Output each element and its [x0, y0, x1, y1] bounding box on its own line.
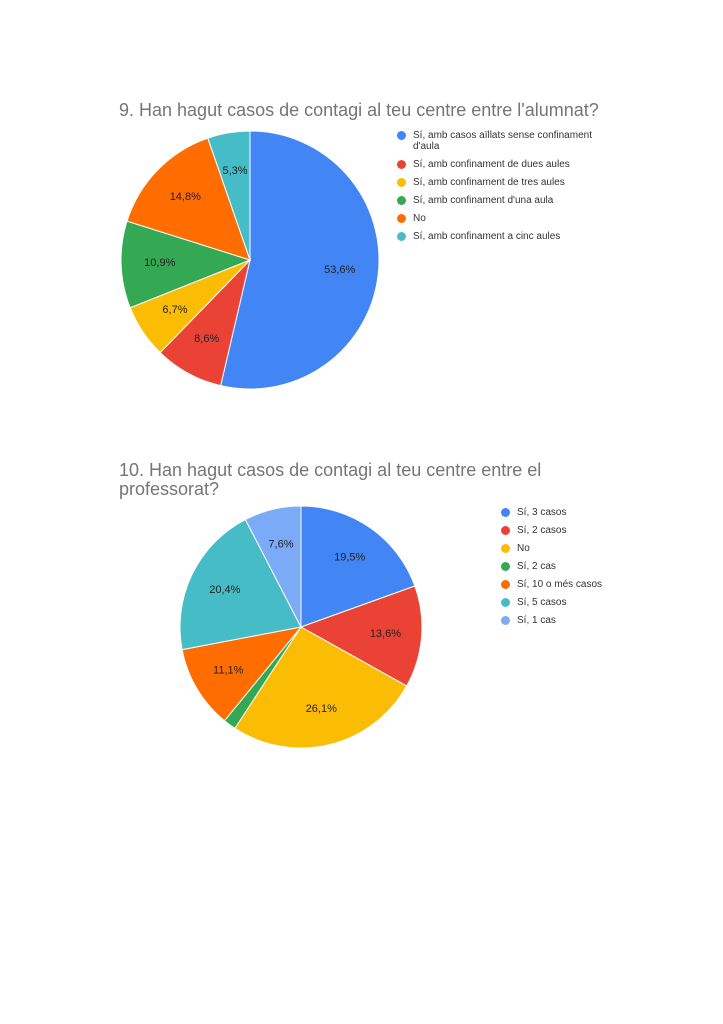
legend-item: Sí, amb confinament de tres aules	[397, 177, 612, 188]
pie-slice	[299, 585, 423, 687]
legend-swatch	[501, 526, 510, 535]
pie-slice	[126, 137, 251, 261]
legend-item: No	[397, 213, 612, 224]
pie-slice	[300, 505, 416, 628]
legend-label: Sí, 2 cas	[517, 561, 556, 572]
chart-title: 9. Han hagut casos de contagi al teu cen…	[119, 100, 599, 120]
slice-label: 20,4%	[209, 584, 240, 596]
legend-swatch	[501, 598, 510, 607]
pie-slice	[220, 130, 380, 390]
chart-alumnat: 9. Han hagut casos de contagi al teu cen…	[0, 95, 723, 405]
pie-slice	[234, 626, 408, 749]
legend-label: Sí, 3 casos	[517, 507, 567, 518]
slice-label: 14,8%	[170, 191, 201, 203]
legend-item: Sí, amb casos aïllats sense confinament …	[397, 130, 612, 152]
legend-item: Sí, 3 casos	[501, 507, 701, 518]
legend-item: Sí, 5 casos	[501, 597, 701, 608]
legend-swatch	[397, 232, 406, 241]
slice-label: 11,1%	[213, 664, 244, 676]
legend-item: Sí, amb confinament a cinc aules	[397, 231, 612, 242]
slice-label: 53,6%	[324, 264, 355, 276]
slice-label: 5,3%	[222, 165, 247, 177]
slice-label: 6,7%	[162, 304, 187, 316]
legend-swatch	[501, 616, 510, 625]
legend-swatch	[397, 160, 406, 169]
legend-swatch	[397, 214, 406, 223]
legend-label: Sí, 2 casos	[517, 525, 567, 536]
legend-label: Sí, amb confinament de tres aules	[413, 177, 565, 188]
pie-slice	[179, 518, 302, 651]
pie-chart: 53,6% 8,6% 6,7% 10,9% 14,8% 5,3%	[120, 130, 380, 390]
legend-item: Sí, 1 cas	[501, 615, 701, 626]
legend-label: No	[517, 543, 530, 554]
legend-label: No	[413, 213, 426, 224]
legend-label: Sí, 5 casos	[517, 597, 567, 608]
legend-swatch	[397, 131, 406, 140]
legend-label: Sí, amb confinament de dues aules	[413, 159, 570, 170]
slice-label: 8,6%	[194, 333, 219, 345]
chart-title: 10. Han hagut casos de contagi al teu ce…	[119, 460, 542, 499]
legend-swatch	[501, 508, 510, 517]
pie-slice	[244, 505, 302, 628]
slice-label: 13,6%	[370, 628, 401, 640]
slice-label: 19,5%	[334, 552, 365, 564]
legend-label: Sí, amb confinament a cinc aules	[413, 231, 561, 242]
legend-item: Sí, amb confinament de dues aules	[397, 159, 612, 170]
legend-item: Sí, 10 o més casos	[501, 579, 701, 590]
pie-slice	[207, 130, 251, 261]
legend-swatch	[501, 544, 510, 553]
legend-swatch	[501, 562, 510, 571]
pie-slice	[120, 220, 252, 309]
chart-professorat: 10. Han hagut casos de contagi al teu ce…	[0, 456, 723, 766]
slice-label: 26,1%	[306, 703, 337, 715]
legend-label: Sí, 1 cas	[517, 615, 556, 626]
legend-label: Sí, amb casos aïllats sense confinament …	[413, 130, 592, 152]
legend-item: Sí, amb confinament d'una aula	[397, 195, 612, 206]
legend-item: Sí, 2 cas	[501, 561, 701, 572]
legend-label: Sí, 10 o més casos	[517, 579, 603, 590]
legend-swatch	[397, 178, 406, 187]
slice-label: 10,9%	[144, 257, 175, 269]
pie-chart: 19,5% 13,6% 26,1% 11,1% 20,4% 7,6%	[179, 505, 423, 749]
legend-label: Sí, amb confinament d'una aula	[413, 195, 554, 206]
legend-item: Sí, 2 casos	[501, 525, 701, 536]
legend-swatch	[501, 580, 510, 589]
legend-item: No	[501, 543, 701, 554]
legend: Sí, 3 casos Sí, 2 casos No Sí, 2 cas Sí, 10 …	[501, 507, 701, 633]
pie-slice	[181, 626, 303, 722]
legend: Sí, amb casos aïllats sense confinament …	[397, 130, 612, 249]
slice-label: 7,6%	[268, 539, 293, 551]
legend-swatch	[397, 196, 406, 205]
